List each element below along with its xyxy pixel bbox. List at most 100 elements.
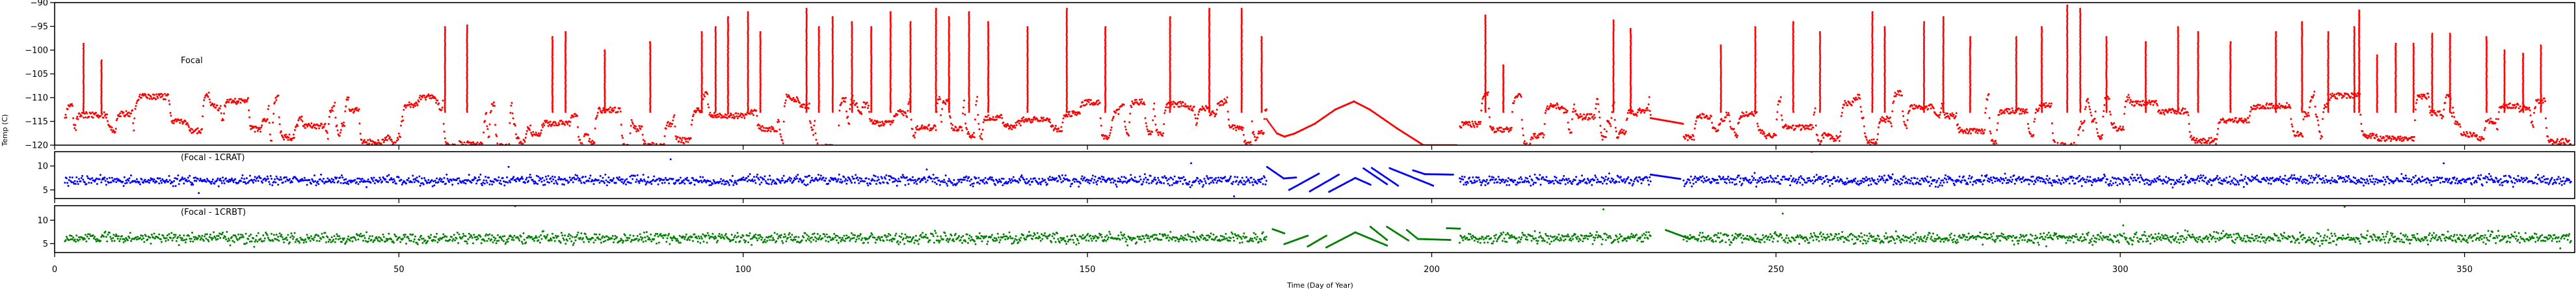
- focal-point: [1066, 96, 1068, 98]
- focal-point: [762, 130, 764, 132]
- focal-point: [674, 125, 676, 128]
- focal-point: [751, 112, 753, 115]
- focal-point: [1484, 105, 1487, 108]
- focal-point: [935, 8, 937, 10]
- focal-point: [1169, 74, 1171, 77]
- focal-point: [631, 122, 634, 125]
- focal-point: [1193, 105, 1195, 108]
- focal-point: [870, 111, 873, 113]
- focal-point: [2117, 129, 2119, 131]
- focal-point: [2455, 123, 2458, 126]
- focal-point: [1208, 49, 1211, 51]
- focal-point: [678, 140, 680, 143]
- focal-point: [909, 76, 912, 78]
- focal-point: [2348, 94, 2350, 97]
- focal-point: [1097, 99, 1100, 102]
- focal-point: [851, 69, 853, 72]
- focal-point: [644, 143, 646, 144]
- focal-point: [987, 46, 989, 48]
- focal-point: [1808, 128, 1811, 130]
- focal-point: [726, 96, 729, 98]
- focal-point: [1761, 129, 1764, 131]
- focal-point: [2488, 122, 2491, 124]
- focal-point: [2412, 139, 2415, 142]
- focal-point: [137, 98, 140, 101]
- focal-point: [805, 24, 808, 27]
- focal-point: [817, 99, 820, 102]
- focal-point: [1686, 139, 1689, 141]
- focal-point: [805, 16, 808, 18]
- focal-point: [935, 57, 937, 60]
- focal-point: [747, 92, 749, 95]
- focal-point: [847, 115, 849, 118]
- focal-point: [987, 66, 990, 68]
- focal-point: [909, 38, 912, 40]
- focal-point: [1087, 101, 1090, 103]
- focal-point: [870, 51, 872, 53]
- focal-point: [1565, 109, 1567, 111]
- focal-point: [1502, 99, 1505, 102]
- focal-point: [97, 114, 100, 117]
- focal-point: [280, 130, 282, 133]
- focal-point: [968, 96, 970, 98]
- focal-point: [968, 76, 970, 78]
- focal-point: [968, 109, 970, 111]
- focal-point: [963, 99, 966, 102]
- focal-point: [889, 86, 892, 89]
- focal-point: [2459, 126, 2462, 128]
- focal-point: [564, 98, 566, 100]
- focal-point: [987, 101, 990, 103]
- focal-point: [649, 76, 652, 78]
- focal-point: [2453, 116, 2456, 118]
- focal-point: [1568, 128, 1571, 131]
- focal-point: [2052, 132, 2054, 135]
- focal-point: [1890, 122, 1892, 124]
- focal-point: [761, 125, 764, 128]
- focal-point: [817, 105, 820, 108]
- focal-point: [1031, 120, 1033, 123]
- focal-point: [351, 108, 354, 111]
- focal-point: [1734, 134, 1736, 137]
- focal-point: [551, 90, 553, 93]
- focal-point: [442, 100, 444, 102]
- focal-point: [1580, 115, 1583, 118]
- focal-point: [1875, 142, 1878, 144]
- focal-point: [71, 103, 73, 105]
- focal-point: [2186, 111, 2189, 114]
- focal-point: [1525, 146, 1527, 148]
- focal-point: [2188, 131, 2191, 133]
- focal-point: [1476, 126, 1478, 128]
- focal-point: [700, 48, 703, 50]
- focal-point: [949, 117, 951, 119]
- focal-point: [2279, 107, 2281, 109]
- focal-point: [805, 42, 808, 45]
- focal-point: [140, 96, 142, 99]
- focal-point: [1065, 109, 1068, 111]
- focal-point: [347, 98, 349, 101]
- focal-point: [2322, 111, 2325, 113]
- focal-point: [1260, 49, 1263, 51]
- focal-point: [2247, 117, 2250, 119]
- focal-point: [1844, 100, 1846, 102]
- focal-point: [968, 48, 970, 50]
- focal-point: [283, 139, 285, 141]
- focal-point: [587, 133, 589, 136]
- focal-point: [1599, 117, 1601, 118]
- focal-point: [397, 138, 399, 141]
- focal-point: [759, 62, 762, 65]
- focal-point: [851, 72, 853, 75]
- focal-point: [362, 141, 364, 144]
- focal-point: [82, 54, 85, 57]
- focal-point: [935, 12, 937, 15]
- focal-point: [564, 66, 566, 68]
- focal-point: [1240, 79, 1243, 81]
- focal-point: [1260, 90, 1263, 93]
- focal-point: [2564, 137, 2567, 140]
- focal-point: [889, 77, 892, 80]
- focal-point: [987, 36, 990, 38]
- focal-point: [873, 122, 875, 125]
- focal-point: [256, 126, 258, 129]
- focal-point: [986, 116, 988, 118]
- focal-point: [82, 44, 85, 47]
- focal-point: [100, 77, 103, 80]
